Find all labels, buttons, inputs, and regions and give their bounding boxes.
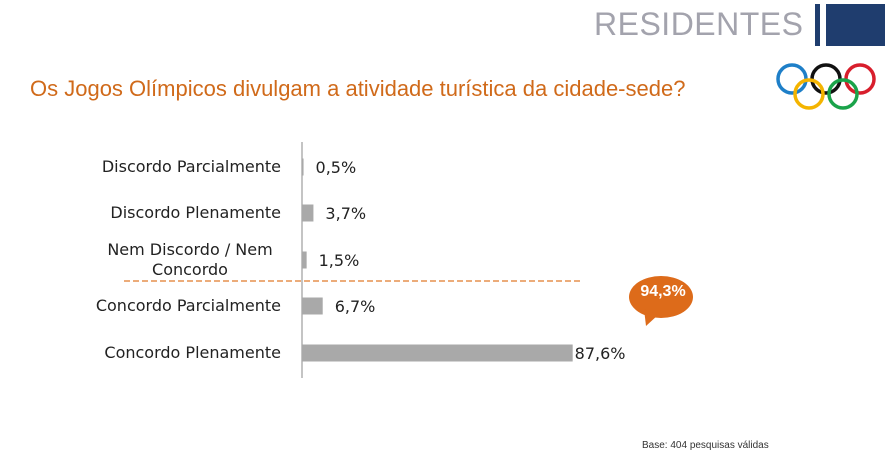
header-accent-bar bbox=[815, 4, 820, 46]
bar bbox=[302, 251, 307, 269]
chart-question: Os Jogos Olímpicos divulgam a atividade … bbox=[30, 76, 686, 101]
category-label: Concordo Parcialmente bbox=[96, 296, 281, 315]
value-label: 1,5% bbox=[319, 251, 360, 270]
callout-bubble bbox=[629, 276, 693, 326]
olympic-rings-icon bbox=[776, 63, 876, 110]
bar bbox=[302, 344, 573, 362]
header-title: RESIDENTES bbox=[594, 6, 804, 42]
header-accent-block bbox=[826, 4, 885, 46]
value-label: 87,6% bbox=[575, 344, 626, 363]
bar bbox=[302, 297, 323, 315]
category-label: Discordo Plenamente bbox=[110, 203, 281, 222]
bar bbox=[302, 158, 304, 176]
value-label: 0,5% bbox=[316, 158, 357, 177]
footnote: Base: 404 pesquisas válidas bbox=[642, 440, 769, 451]
value-label: 3,7% bbox=[325, 204, 366, 223]
category-label: Nem Discordo / Nem Concordo bbox=[107, 240, 272, 279]
value-label: 6,7% bbox=[335, 297, 376, 316]
callout-value: 94,3% bbox=[640, 283, 686, 300]
category-label: Discordo Parcialmente bbox=[102, 157, 281, 176]
category-label: Concordo Plenamente bbox=[104, 343, 281, 362]
bar bbox=[302, 204, 314, 222]
